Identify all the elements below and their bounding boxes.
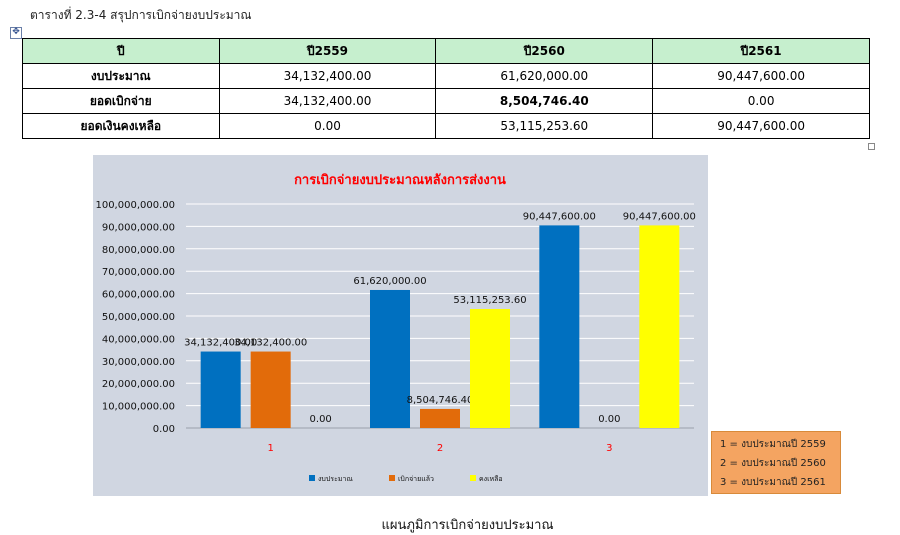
bar-2-1 (250, 351, 291, 428)
row-label-remaining: ยอดเงินคงเหลือ (22, 113, 220, 139)
bar-chart: การเบิกจ่ายงบประมาณหลังการส่งงาน 0.00 10,0… (95, 173, 696, 483)
y-tick-label: 60,000,000.00 (102, 290, 175, 301)
legend-label: เบิกจ่ายแล้ว (398, 475, 434, 483)
y-tick-label: 70,000,000.00 (102, 267, 175, 278)
data-label: 53,115,253.60 (453, 295, 526, 306)
data-label: 34,132,400.00 (234, 338, 307, 349)
table-row: ยอดเงินคงเหลือ 0.00 53,115,253.60 90,447… (22, 113, 870, 139)
table-row: งบประมาณ 34,132,400.00 61,620,000.00 90,… (22, 63, 870, 89)
category-note-box: 1 = งบประมาณปี 2559 2 = งบประมาณปี 2560 … (711, 431, 841, 494)
table-cell: 8,504,746.40 (435, 88, 654, 114)
legend-swatch (470, 475, 476, 481)
data-label: 8,504,746.40 (407, 395, 474, 406)
table-resize-handle[interactable] (868, 143, 875, 150)
data-label: 0.00 (310, 414, 332, 425)
data-label: 61,620,000.00 (353, 276, 426, 287)
table-header-row: ปี ปี2559 ปี2560 ปี2561 (22, 38, 870, 64)
legend-label: คงเหลือ (479, 475, 503, 483)
table-cell: 34,132,400.00 (218, 88, 437, 114)
data-label: 0.00 (598, 414, 620, 425)
table-row: ยอดเบิกจ่าย 34,132,400.00 8,504,746.40 0… (22, 88, 870, 114)
table-cell: 0.00 (652, 88, 870, 114)
header-2561: ปี2561 (652, 38, 870, 64)
y-tick-label: 40,000,000.00 (102, 334, 175, 345)
y-tick-label: 0.00 (153, 424, 175, 435)
y-tick-label: 30,000,000.00 (102, 357, 175, 368)
legend-label: งบประมาณ (318, 475, 353, 483)
y-tick-label: 100,000,000.00 (95, 200, 175, 211)
bar-1-3 (539, 225, 580, 428)
x-tick-label: 3 (606, 443, 612, 454)
bar-1-1 (200, 351, 241, 428)
y-tick-label: 80,000,000.00 (102, 245, 175, 256)
table-cell: 90,447,600.00 (652, 63, 870, 89)
note-item: 2 = งบประมาณปี 2560 (720, 458, 826, 469)
data-label: 90,447,600.00 (623, 211, 696, 222)
table-cell: 34,132,400.00 (218, 63, 437, 89)
x-tick-label: 1 (267, 443, 273, 454)
y-tick-label: 10,000,000.00 (102, 402, 175, 413)
chart-area: การเบิกจ่ายงบประมาณหลังการส่งงาน 0.00 10,0… (93, 155, 708, 496)
row-label-disbursed: ยอดเบิกจ่าย (22, 88, 220, 114)
table-caption: ตารางที่ 2.3-4 สรุปการเบิกจ่ายงบประมาณ (30, 8, 252, 22)
header-year: ปี (22, 38, 220, 64)
data-label: 34,132,400.00 (184, 338, 257, 349)
bar-3-2 (470, 309, 510, 428)
table-cell: 90,447,600.00 (652, 113, 870, 139)
table-cell: 61,620,000.00 (435, 63, 654, 89)
row-label-budget: งบประมาณ (22, 63, 220, 89)
note-item: 3 = งบประมาณปี 2561 (720, 477, 826, 488)
bar-3-3 (639, 225, 680, 428)
table-cell: 53,115,253.60 (435, 113, 654, 139)
chart-caption: แผนภูมิการเบิกจ่ายงบประมาณ (381, 518, 554, 533)
header-2560: ปี2560 (435, 38, 654, 64)
legend-swatch (309, 475, 315, 481)
bar-2-2 (420, 408, 460, 428)
legend-swatch (389, 475, 395, 481)
table-cell: 0.00 (218, 113, 437, 139)
x-tick-label: 2 (437, 443, 443, 454)
data-label: 90,447,600.00 (523, 211, 596, 222)
budget-summary-table: ปี ปี2559 ปี2560 ปี2561 งบประมาณ 34,132,… (22, 38, 870, 139)
chart-title: การเบิกจ่ายงบประมาณหลังการส่งงาน (294, 173, 506, 188)
note-item: 1 = งบประมาณปี 2559 (720, 439, 826, 450)
move-arrows-icon[interactable]: ✥ (10, 27, 22, 39)
y-tick-label: 20,000,000.00 (102, 379, 175, 390)
y-tick-label: 90,000,000.00 (102, 222, 175, 233)
bar-1-2 (370, 289, 410, 428)
header-2559: ปี2559 (218, 38, 437, 64)
y-tick-label: 50,000,000.00 (102, 312, 175, 323)
